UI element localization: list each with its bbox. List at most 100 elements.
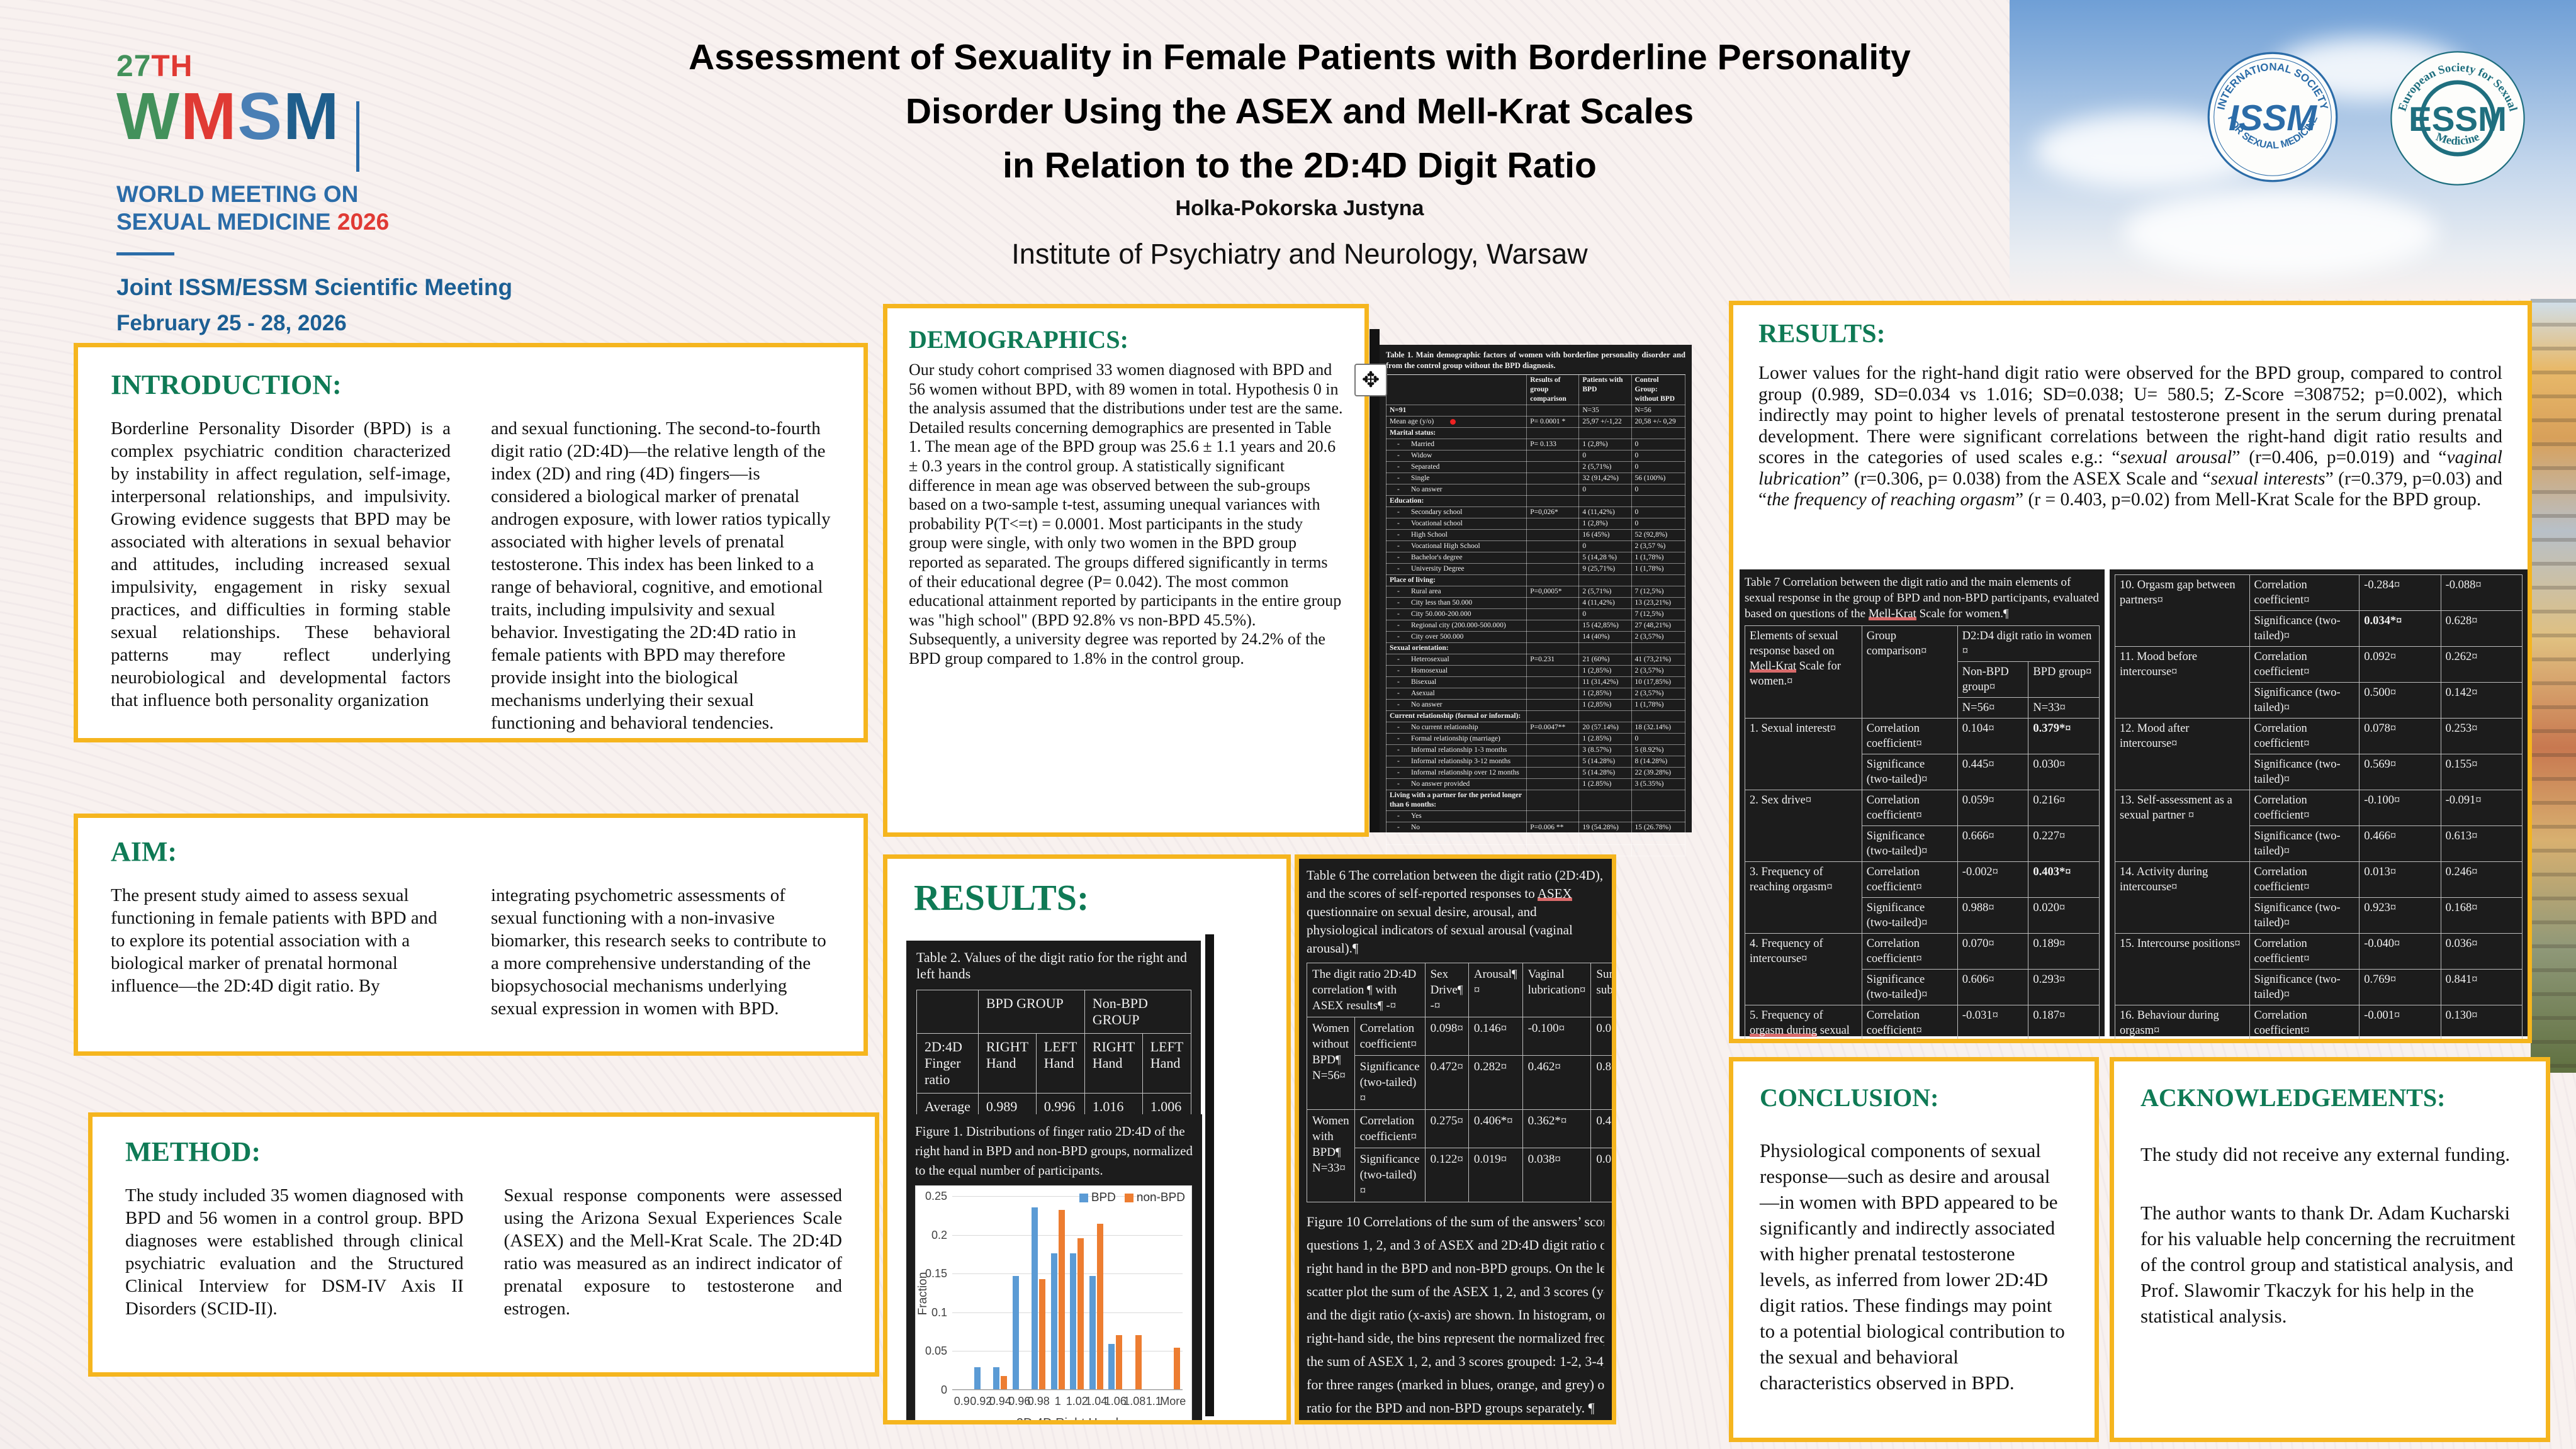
aim-col1: The present study aimed to assess sexual… bbox=[111, 885, 437, 996]
table-cell bbox=[1526, 427, 1580, 439]
x-axis-label: 2D:4D Right Hand bbox=[1016, 1416, 1119, 1424]
table-cell: 1 (2.85%) bbox=[1578, 778, 1632, 790]
column-header: Group comparison¤ bbox=[1861, 625, 1958, 719]
table-row: Significance (two-tailed)¤ 0.666¤ 0.227¤ bbox=[1745, 825, 2100, 862]
table-cell: - Vocational High School bbox=[1385, 540, 1527, 552]
table-row: Living with a partner for the period lon… bbox=[1385, 790, 1685, 811]
table-cell: Education: bbox=[1385, 495, 1527, 507]
bar bbox=[1096, 1224, 1103, 1390]
table-cell: 1 (2,85%) bbox=[1578, 699, 1632, 711]
table-cell: P=0,0005* bbox=[1526, 586, 1580, 598]
value-cell: 0.462¤ bbox=[1522, 1055, 1592, 1110]
scrollbar[interactable] bbox=[1205, 934, 1214, 1416]
y-tick-label: 0.25 bbox=[925, 1190, 947, 1202]
table1: Results of group comparison Patients with… bbox=[1385, 374, 1685, 856]
table-cell: - Homosexual bbox=[1385, 665, 1527, 677]
y-axis-label: Fraction bbox=[916, 1272, 930, 1316]
section-heading: RESULTS: bbox=[914, 877, 1089, 918]
dash: - bbox=[1397, 440, 1400, 448]
section-heading: INTRODUCTION: bbox=[111, 369, 342, 400]
dash: - bbox=[1397, 610, 1400, 618]
title-line: in Relation to the 2D:4D Digit Ratio bbox=[1003, 145, 1597, 186]
table-cell: 13 (23,21%) bbox=[1631, 597, 1685, 609]
row-label: Bisexual bbox=[1411, 678, 1437, 686]
title-line: Assessment of Sexuality in Female Patien… bbox=[689, 37, 1911, 77]
dash: - bbox=[1397, 701, 1400, 708]
table-row: 16. Behaviour during orgasm¤ Correlation … bbox=[2115, 1005, 2523, 1039]
table-cell: P=0.231 bbox=[1526, 654, 1580, 666]
table-cell: 1 (2,85%) bbox=[1578, 665, 1632, 677]
item-label: 4. Frequency of intercourse¤ bbox=[1745, 933, 1862, 1005]
value-cell: 0.020¤ bbox=[2028, 897, 2100, 934]
row-label: Single bbox=[1411, 474, 1430, 482]
table-cell: 3 (8.57%) bbox=[1578, 744, 1632, 756]
table-cell bbox=[1526, 608, 1580, 620]
table-row: N=56¤ N=33¤ bbox=[1745, 697, 2100, 719]
row-label: Correlation coefficient¤ bbox=[1354, 1017, 1426, 1056]
scrollbar[interactable] bbox=[1370, 329, 1380, 832]
move-handle-icon[interactable]: ✥ bbox=[1354, 364, 1387, 396]
x-tick-label: More bbox=[1160, 1395, 1186, 1407]
table-row: Marital status: bbox=[1385, 427, 1685, 439]
row-label: Regional city (200.000-500.000) bbox=[1411, 622, 1506, 629]
row-label: City over 500.000 bbox=[1411, 633, 1464, 641]
corner-cell: Elements of sexual response based on Mel… bbox=[1745, 625, 1862, 719]
dash: - bbox=[1397, 724, 1400, 731]
value-cell: 0.379*¤ bbox=[2028, 718, 2100, 754]
legend-swatch bbox=[1079, 1194, 1088, 1202]
figure10-caption-clip: Figure 10 Correlations of the sum of the… bbox=[1307, 1210, 1604, 1419]
section-conclusion: CONCLUSION: Physiological components of … bbox=[1729, 1057, 2099, 1442]
table-cell bbox=[1526, 552, 1580, 564]
table-cell: 10 (17,85%) bbox=[1631, 676, 1685, 688]
table-cell: 20 (57.14%) bbox=[1578, 722, 1632, 734]
gridline bbox=[952, 1273, 1183, 1275]
column-header: Patients with BPD bbox=[1578, 374, 1632, 405]
table-row: - No P=0.006 ** 19 (54.28%) 15 (26.78%) bbox=[1385, 822, 1685, 834]
table-cell: - Informal relationship 1-3 months bbox=[1385, 744, 1527, 756]
value-cell: 0.569¤ bbox=[2359, 754, 2441, 790]
dash: - bbox=[1397, 690, 1400, 697]
row-label: Significance (two-tailed)¤ bbox=[1861, 754, 1958, 790]
legend-label: non-BPD bbox=[1136, 1191, 1185, 1204]
value-cell: 0.104¤ bbox=[1957, 718, 2029, 754]
bar bbox=[1173, 1348, 1180, 1390]
item-label: 5. Frequency of orgasm during sexual act… bbox=[1745, 1005, 1862, 1039]
table-row: - No current relationship P=0.0047** 20 (57… bbox=[1385, 722, 1685, 734]
dash: - bbox=[1397, 656, 1400, 663]
table-row: - Informal relationship 1-3 months 3 (8.57… bbox=[1385, 744, 1685, 756]
table-cell: - City over 500.000 bbox=[1385, 631, 1527, 643]
table-cell: P= 0.0001 * bbox=[1526, 416, 1580, 428]
table-cell: P=0,026* bbox=[1526, 506, 1580, 518]
table-row: - Bachelor's degree 5 (14,28 %) 1 (1,78%) bbox=[1385, 552, 1685, 564]
table-cell: 14 (40%) bbox=[1578, 631, 1632, 643]
item-label: 13. Self-assessment as a sexual partner … bbox=[2115, 790, 2250, 862]
value-cell: 0.034*¤ bbox=[2359, 610, 2441, 647]
table-row: - Single 32 (91,42%) 56 (100%) bbox=[1385, 473, 1685, 484]
dash: - bbox=[1397, 758, 1400, 765]
dates-line: February 25 - 28, 2026 bbox=[116, 310, 347, 335]
dash: - bbox=[1397, 463, 1400, 471]
dash: - bbox=[1397, 486, 1400, 493]
table-cell bbox=[1631, 790, 1685, 811]
intro-col2: and sexual functioning. The second-to-fo… bbox=[491, 418, 831, 733]
table-cell: 0 bbox=[1631, 439, 1685, 450]
row-label: Correlation coefficient¤ bbox=[1861, 1005, 1958, 1039]
table-cell: - Informal relationship over 12 months bbox=[1385, 767, 1527, 779]
table-row: - Asexual 1 (2,85%) 2 (3,57%) bbox=[1385, 688, 1685, 700]
row-label: Informal relationship 3-12 months bbox=[1411, 758, 1511, 765]
table-row: - Secondary school P=0,026* 4 (11,42%) 0 bbox=[1385, 506, 1685, 518]
table-cell bbox=[1526, 540, 1580, 552]
value-cell: 0.275¤ bbox=[1424, 1109, 1469, 1148]
table-row: - No answer 1 (2,85%) 1 (1,78%) bbox=[1385, 699, 1685, 711]
row-label: Significance (two-tailed)¤ bbox=[1354, 1148, 1426, 1202]
table-row: Place of living: bbox=[1385, 574, 1685, 586]
table-row: Significance (two-tailed)¤ 0.769¤ 0.841¤ bbox=[2115, 969, 2523, 1005]
value-cell: 0.187¤ bbox=[2028, 1005, 2100, 1039]
divider bbox=[356, 101, 360, 172]
table-cell: 8 (14.28%) bbox=[1631, 756, 1685, 768]
table-cell: - Vocational school bbox=[1385, 518, 1527, 530]
table-row: - Regional city (200.000-500.000) 15 (42,8… bbox=[1385, 620, 1685, 632]
bar bbox=[974, 1367, 981, 1390]
table-cell: 5 (14.28%) bbox=[1578, 767, 1632, 779]
table-cell: 15 (26.78%) bbox=[1631, 822, 1685, 834]
